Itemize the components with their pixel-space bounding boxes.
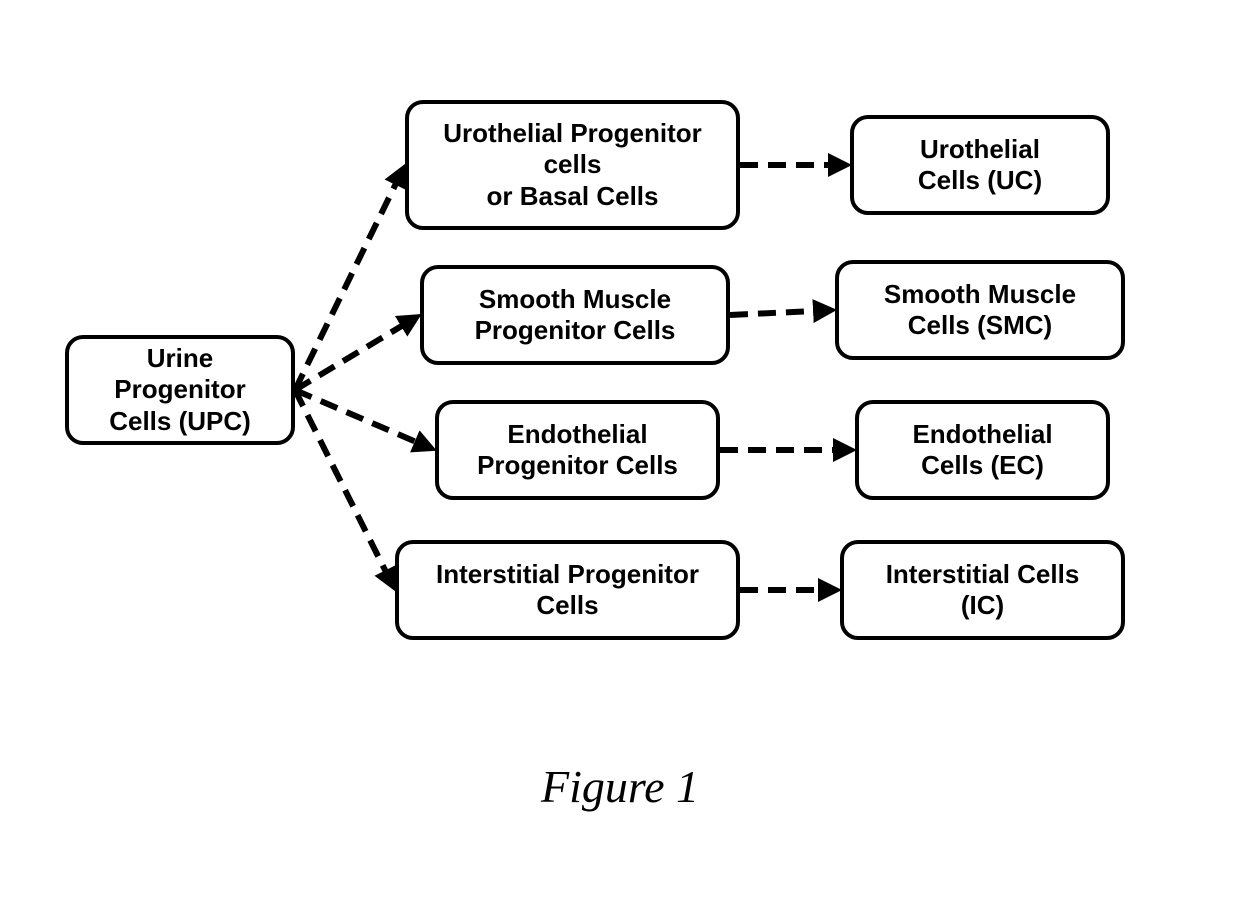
node-mid1: Urothelial Progenitorcellsor Basal Cells bbox=[405, 100, 740, 230]
node-root-label: Urine ProgenitorCells (UPC) bbox=[79, 343, 281, 437]
node-mid3-label: EndothelialProgenitor Cells bbox=[477, 419, 678, 481]
edge-root-mid2 bbox=[295, 317, 417, 390]
node-mid4: Interstitial ProgenitorCells bbox=[395, 540, 740, 640]
node-leaf4-label: Interstitial Cells(IC) bbox=[886, 559, 1080, 621]
node-mid2-label: Smooth MuscleProgenitor Cells bbox=[475, 284, 676, 346]
node-leaf1: UrothelialCells (UC) bbox=[850, 115, 1110, 215]
node-mid3: EndothelialProgenitor Cells bbox=[435, 400, 720, 500]
node-mid1-label: Urothelial Progenitorcellsor Basal Cells bbox=[443, 118, 702, 212]
node-root: Urine ProgenitorCells (UPC) bbox=[65, 335, 295, 445]
node-leaf2: Smooth MuscleCells (SMC) bbox=[835, 260, 1125, 360]
node-leaf1-label: UrothelialCells (UC) bbox=[918, 134, 1042, 196]
node-leaf3: EndothelialCells (EC) bbox=[855, 400, 1110, 500]
node-leaf4: Interstitial Cells(IC) bbox=[840, 540, 1125, 640]
node-mid2: Smooth MuscleProgenitor Cells bbox=[420, 265, 730, 365]
node-mid4-label: Interstitial ProgenitorCells bbox=[436, 559, 699, 621]
edge-root-mid3 bbox=[295, 390, 431, 448]
node-leaf2-label: Smooth MuscleCells (SMC) bbox=[884, 279, 1076, 341]
edge-mid2-leaf2 bbox=[730, 310, 831, 315]
figure-caption: Figure 1 bbox=[0, 760, 1240, 813]
edge-root-mid1 bbox=[295, 169, 403, 390]
edge-root-mid4 bbox=[295, 390, 393, 586]
node-leaf3-label: EndothelialCells (EC) bbox=[912, 419, 1052, 481]
